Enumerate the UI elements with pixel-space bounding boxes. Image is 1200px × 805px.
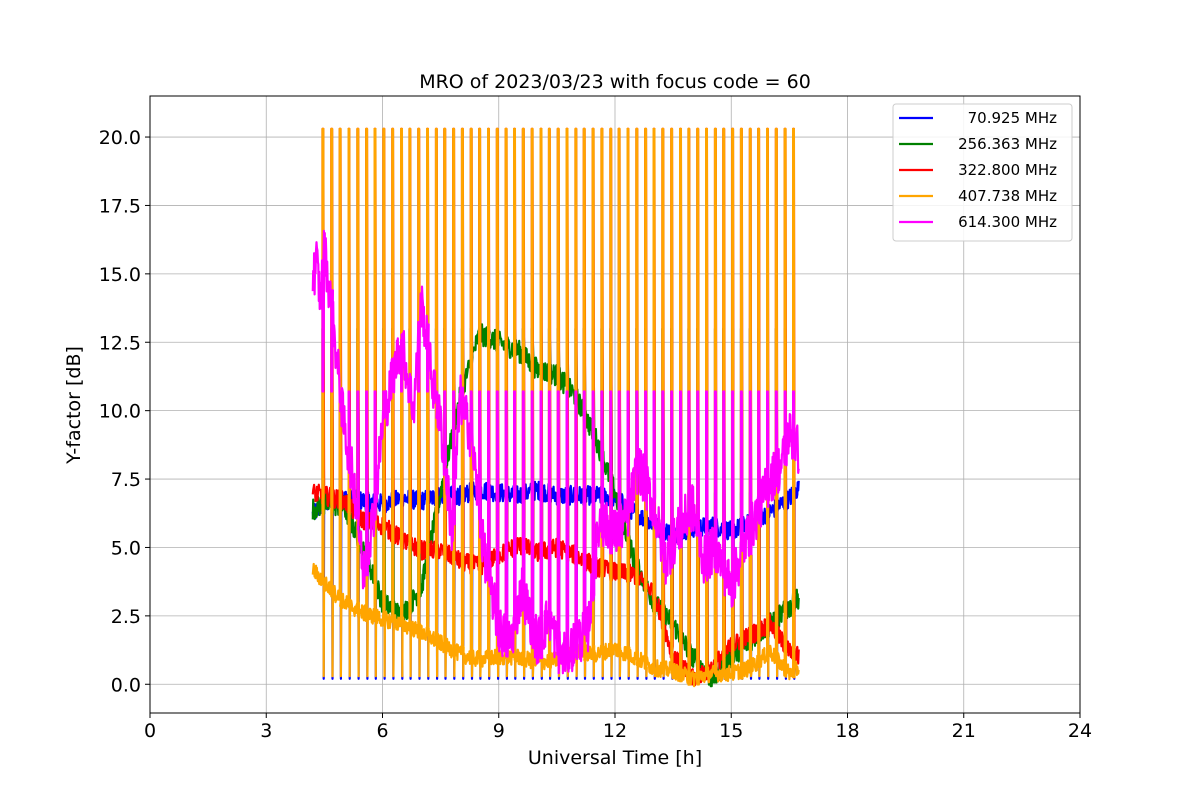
legend-label: 407.738 MHz xyxy=(958,187,1057,205)
y-tick-label: 7.5 xyxy=(111,469,141,491)
legend-label: 322.800 MHz xyxy=(958,161,1057,179)
y-tick-label: 20.0 xyxy=(99,127,141,149)
y-tick-label: 17.5 xyxy=(99,195,141,217)
y-axis-label: Y-factor [dB] xyxy=(63,346,85,465)
y-tick-label: 10.0 xyxy=(99,401,141,423)
x-tick-label: 18 xyxy=(835,720,859,742)
legend-label: 256.363 MHz xyxy=(958,135,1057,153)
y-tick-label: 2.5 xyxy=(111,606,141,628)
legend-label: 70.925 MHz xyxy=(968,109,1057,127)
series-line-614-300-mhz xyxy=(311,229,800,675)
x-axis-label: Universal Time [h] xyxy=(528,747,702,769)
series-group xyxy=(311,127,800,688)
legend-label: 614.300 MHz xyxy=(958,213,1057,231)
x-tick-label: 21 xyxy=(952,720,976,742)
x-tick-label: 6 xyxy=(376,720,388,742)
chart-title: MRO of 2023/03/23 with focus code = 60 xyxy=(419,71,811,93)
x-tick-label: 12 xyxy=(603,720,627,742)
y-tick-label: 15.0 xyxy=(99,264,141,286)
x-tick-label: 3 xyxy=(260,720,272,742)
y-tick-label: 12.5 xyxy=(99,332,141,354)
legend-box xyxy=(892,103,1073,242)
plot-layer: 0 3 6 9 12 15 18 21 24 0.0 2.5 5.0 7.5 10.0 12.5 15.0 17… xyxy=(99,95,1092,742)
x-tick-label: 24 xyxy=(1068,720,1092,742)
x-tick-label: 9 xyxy=(493,720,505,742)
y-tick-label: 0.0 xyxy=(111,674,141,696)
x-tick-label: 15 xyxy=(719,720,743,742)
y-tick-label: 5.0 xyxy=(111,537,141,559)
x-tick-label: 0 xyxy=(144,720,156,742)
